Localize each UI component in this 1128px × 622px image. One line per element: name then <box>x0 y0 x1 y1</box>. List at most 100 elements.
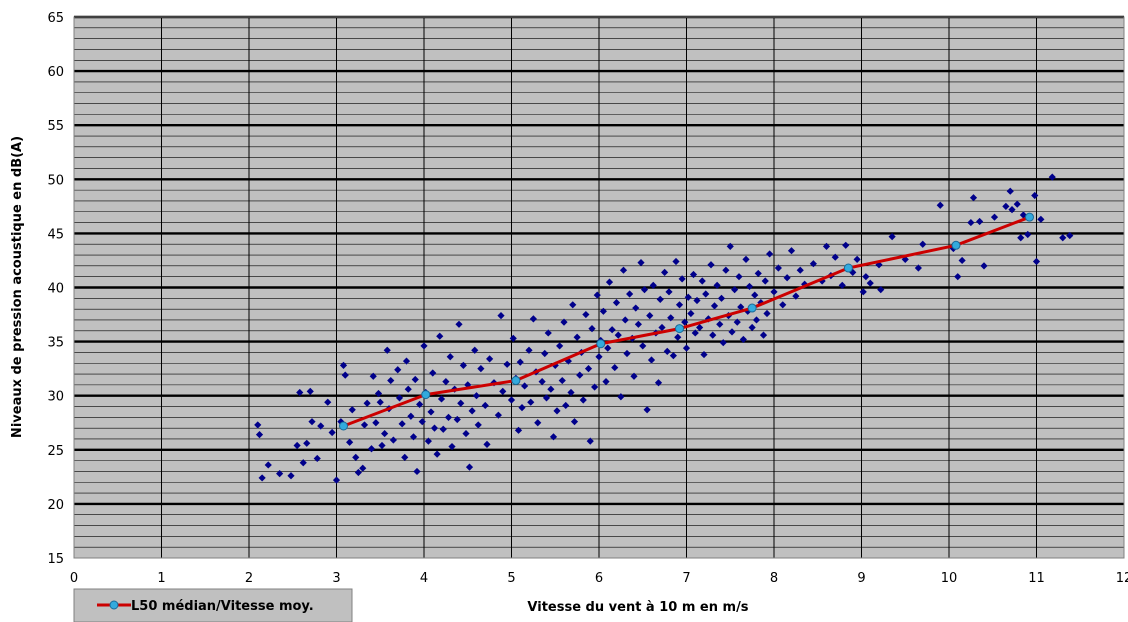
scatter-point <box>649 281 657 289</box>
scatter-point <box>558 376 566 385</box>
scatter-point <box>1037 215 1045 223</box>
scatter-point <box>608 326 616 334</box>
scatter-point <box>626 290 634 298</box>
x-tick-label: 9 <box>857 571 865 586</box>
scatter-point <box>681 318 689 326</box>
scatter-point <box>411 375 419 384</box>
scatter-point <box>372 419 380 427</box>
x-tick-label: 4 <box>420 571 428 586</box>
scatter-point <box>404 385 412 393</box>
scatter-point <box>542 394 551 402</box>
scatter-point <box>647 356 656 364</box>
scatter-point <box>698 277 706 285</box>
vertical-gridlines <box>161 17 1037 558</box>
x-tick-label: 6 <box>595 571 603 586</box>
scatter-point <box>378 441 386 450</box>
scatter-point <box>748 323 756 332</box>
scatter-point <box>455 320 463 328</box>
scatter-point <box>394 366 402 374</box>
scatter-point <box>584 365 593 373</box>
scatter-point <box>503 360 511 368</box>
scatter-point <box>722 266 730 274</box>
scatter-point <box>413 467 421 476</box>
scatter-point <box>853 255 861 263</box>
scatter-point <box>954 273 962 281</box>
scatter-point <box>560 318 568 326</box>
scatter-point <box>416 400 424 408</box>
scatter-point <box>614 331 622 339</box>
median-point <box>1025 212 1034 222</box>
scatter-point <box>586 437 594 445</box>
scatter-point <box>733 318 741 326</box>
scatter-point <box>838 281 846 289</box>
scatter-point <box>457 399 465 407</box>
scatter-point <box>547 385 555 393</box>
x-axis-ticks: 0123456789101112 <box>70 571 1128 586</box>
median-point <box>596 339 606 349</box>
scatter-point <box>527 398 535 406</box>
scatter-point <box>1032 257 1041 266</box>
scatter-point <box>976 217 984 226</box>
scatter-point <box>468 407 476 415</box>
scatter-point <box>459 361 467 370</box>
y-tick-label: 20 <box>47 498 64 513</box>
scatter-point <box>707 261 715 269</box>
scatter-point <box>296 388 304 397</box>
scatter-point <box>430 424 439 432</box>
scatter-point <box>682 344 691 352</box>
scatter-point <box>632 304 640 312</box>
scatter-point <box>544 329 552 337</box>
scatter-point <box>582 310 590 319</box>
y-tick-label: 25 <box>47 444 64 459</box>
median-point <box>747 303 757 313</box>
scatter-point <box>569 301 577 309</box>
scatter-point <box>958 256 966 265</box>
scatter-point <box>341 371 349 379</box>
scatter-point <box>395 394 404 402</box>
scatter-point <box>774 264 782 272</box>
scatter-point <box>494 411 502 419</box>
scatter-point <box>376 398 384 406</box>
scatter-point <box>258 474 266 482</box>
scatter-point <box>354 468 362 477</box>
scatter-point <box>919 240 927 248</box>
scatter-point <box>472 392 481 400</box>
scatter-point <box>717 294 726 302</box>
scatter-point <box>442 378 450 386</box>
scatter-point <box>591 383 599 391</box>
median-point <box>951 240 961 250</box>
scatter-point <box>1059 234 1067 242</box>
scatter-point <box>1008 205 1016 214</box>
scatter-point <box>663 347 671 355</box>
scatter-point <box>713 281 721 289</box>
scatter-point <box>529 315 537 323</box>
scatter-point <box>796 266 804 274</box>
scatter-series <box>254 173 1074 484</box>
scatter-point <box>471 346 479 354</box>
scatter-point <box>787 247 796 255</box>
scatter-point <box>617 393 625 401</box>
x-tick-label: 10 <box>941 571 958 586</box>
scatter-point <box>579 396 587 404</box>
scatter-point <box>576 371 584 379</box>
scatter-point <box>809 260 817 268</box>
scatter-point <box>661 268 669 276</box>
scatter-point <box>521 382 529 390</box>
scatter-point <box>1031 191 1039 200</box>
scatter-point <box>509 334 517 342</box>
scatter-point <box>348 406 356 414</box>
scatter-point <box>619 266 628 274</box>
scatter-point <box>877 286 885 294</box>
x-tick-label: 1 <box>157 571 165 586</box>
scatter-point <box>684 293 692 301</box>
scatter-point <box>507 396 516 404</box>
legend-marker-swatch <box>109 600 119 610</box>
scatter-point <box>444 413 453 421</box>
scatter-point <box>538 378 546 386</box>
scatter-point <box>317 422 325 430</box>
x-tick-label: 12 <box>1116 571 1128 586</box>
scatter-point <box>672 257 680 266</box>
scatter-point <box>770 288 778 296</box>
scatter-point <box>742 255 750 263</box>
scatter-point <box>369 372 377 380</box>
